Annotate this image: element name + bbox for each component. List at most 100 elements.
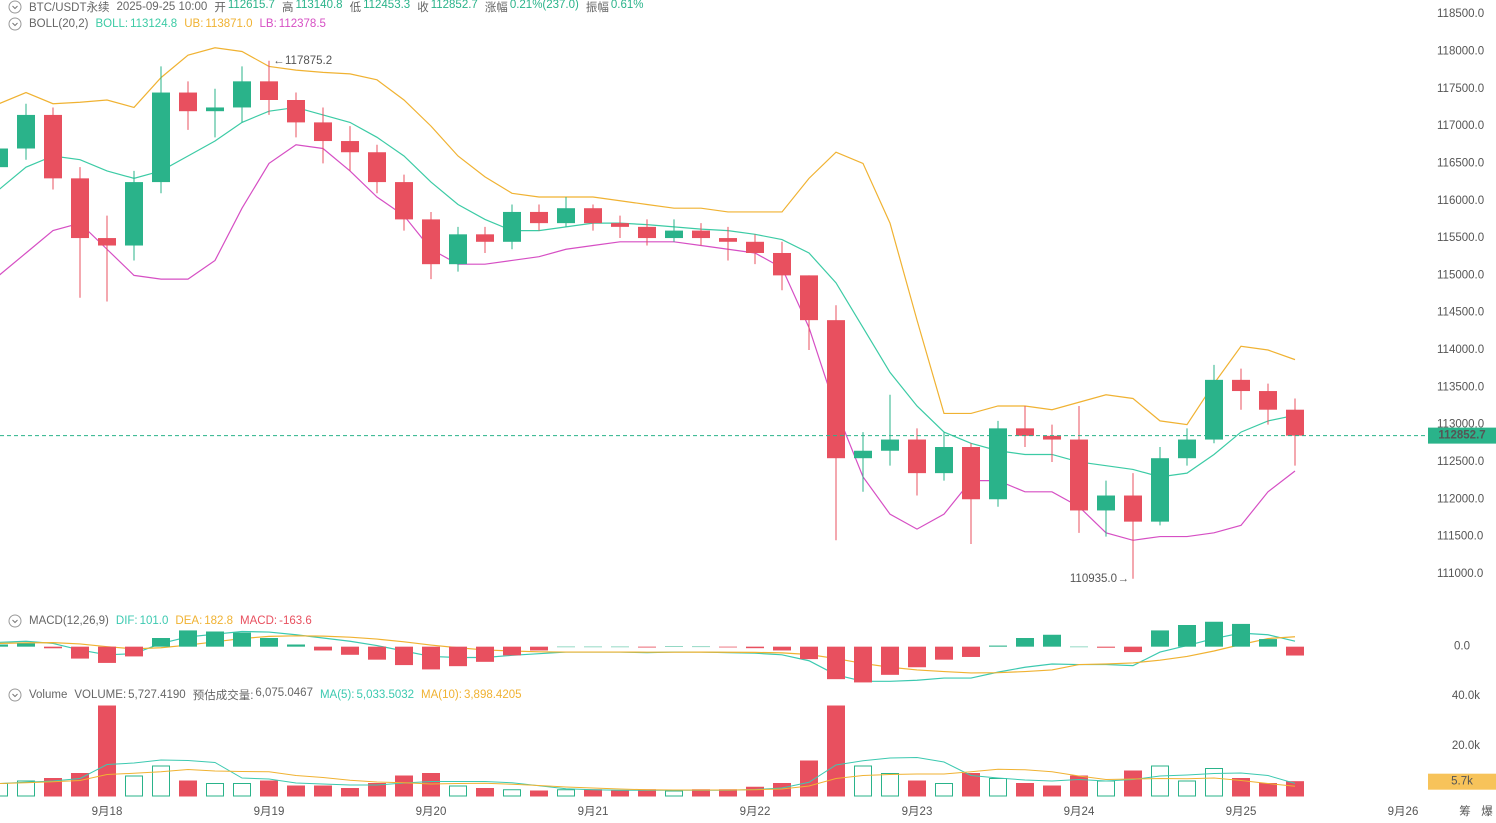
volume-bar bbox=[125, 775, 143, 797]
y-tick-label: 118000.0 bbox=[1437, 46, 1484, 58]
candle-body bbox=[557, 208, 575, 224]
macd-bar bbox=[1259, 639, 1277, 647]
macd-bar bbox=[935, 646, 953, 660]
pane-legend: BOLL(20,2) BOLL113124.8 UB113871.0 LB112378… bbox=[8, 17, 326, 31]
legend-key: MACD bbox=[240, 615, 277, 627]
volume-bar bbox=[17, 780, 35, 797]
macd-bar bbox=[341, 646, 359, 655]
y-tick-label: 118500.0 bbox=[1437, 8, 1484, 20]
field-label: 收 bbox=[417, 2, 429, 14]
y-tick-label: 0.0 bbox=[1454, 641, 1470, 653]
candle-body bbox=[1097, 495, 1115, 511]
macd-bar bbox=[1070, 646, 1088, 648]
y-tick-label: 113500.0 bbox=[1437, 381, 1484, 393]
macd-bar bbox=[44, 646, 62, 649]
macd-bar bbox=[773, 646, 791, 651]
volume-bar bbox=[1259, 783, 1277, 797]
macd-bar bbox=[962, 646, 980, 657]
candle-body bbox=[800, 275, 818, 321]
volume-bar bbox=[1043, 785, 1061, 797]
candle-body bbox=[530, 211, 548, 224]
candle-body bbox=[44, 114, 62, 179]
candle-body bbox=[908, 439, 926, 474]
legend-key: MA(5) bbox=[320, 689, 355, 701]
x-tick-label: 9月19 bbox=[254, 806, 285, 818]
macd-bar bbox=[71, 646, 89, 659]
pane-name: MACD(12,26,9) bbox=[29, 615, 109, 627]
volume-bar bbox=[773, 783, 791, 797]
volume-bar bbox=[260, 780, 278, 797]
candle-body bbox=[989, 428, 1007, 500]
volume-bar bbox=[395, 775, 413, 797]
x-tick-label: 9月24 bbox=[1064, 806, 1095, 818]
volume-bar bbox=[1178, 780, 1196, 797]
legend-item: DIF101.0 bbox=[116, 615, 169, 627]
candle-body bbox=[368, 152, 386, 183]
legend-key: BOLL bbox=[95, 18, 128, 30]
volume-bar bbox=[341, 788, 359, 797]
volume-bar bbox=[881, 773, 899, 797]
legend-key: UB bbox=[184, 18, 203, 30]
macd-bar bbox=[638, 646, 656, 648]
volume-bar bbox=[665, 790, 683, 797]
y-tick-label: 116500.0 bbox=[1437, 157, 1484, 169]
volume-bar bbox=[557, 789, 575, 797]
y-tick-label: 116000.0 bbox=[1437, 195, 1484, 207]
y-tick-label: 112500.0 bbox=[1437, 456, 1484, 468]
collapse-toggle[interactable] bbox=[8, 17, 22, 31]
collapse-toggle[interactable] bbox=[8, 614, 22, 628]
candle-body bbox=[179, 92, 197, 112]
candle-body bbox=[935, 447, 953, 474]
legend-item: 预估成交量6,075.0467 bbox=[193, 687, 313, 703]
macd-bar bbox=[1286, 646, 1304, 656]
macd-bar bbox=[503, 646, 521, 656]
y-tick-label: 117500.0 bbox=[1437, 83, 1484, 95]
candle-body bbox=[1070, 439, 1088, 511]
macd-bar bbox=[557, 646, 575, 648]
collapse-toggle[interactable] bbox=[8, 0, 22, 14]
header-field: 收 112852.7 bbox=[417, 0, 478, 15]
candle-body bbox=[233, 81, 251, 108]
field-value: 0.21%(237.0) bbox=[509, 0, 579, 11]
field-value: 112852.7 bbox=[430, 0, 478, 11]
header-row: BTC/USDT永续 2025-09-25 10:00 开 112615.7 高 1131… bbox=[8, 0, 643, 14]
volume-bar bbox=[1016, 783, 1034, 797]
toggle-ring bbox=[8, 614, 22, 628]
volume-bar bbox=[476, 788, 494, 797]
macd-bar bbox=[368, 646, 386, 660]
macd-bar bbox=[179, 630, 197, 647]
macd-bar bbox=[692, 646, 710, 648]
volume-bar bbox=[449, 785, 467, 797]
collapse-toggle[interactable] bbox=[8, 688, 22, 702]
volume-last-label: 5.7k bbox=[1451, 776, 1473, 788]
volume-bar bbox=[584, 789, 602, 797]
field-value: 113140.8 bbox=[295, 0, 343, 11]
x-tick-label: 9月21 bbox=[578, 806, 609, 818]
candle-body bbox=[17, 114, 35, 149]
macd-bar bbox=[1205, 621, 1223, 647]
legend-item: VOLUME5,727.4190 bbox=[74, 689, 185, 701]
toolbar-button[interactable]: 筹 bbox=[1459, 804, 1471, 818]
symbol: BTC/USDT永续 bbox=[29, 2, 110, 14]
legend-value: 113871.0 bbox=[205, 18, 253, 30]
legend-value: 101.0 bbox=[139, 615, 169, 627]
x-tick-label: 9月18 bbox=[92, 806, 123, 818]
macd-bar bbox=[989, 645, 1007, 647]
toolbar-button[interactable]: 爆 bbox=[1481, 804, 1493, 818]
legend-item: BOLL113124.8 bbox=[95, 18, 177, 30]
volume-bar bbox=[989, 778, 1007, 797]
legend-key: VOLUME bbox=[74, 689, 126, 701]
macd-bar bbox=[827, 646, 845, 680]
volume-bar bbox=[368, 783, 386, 797]
field-value: 0.61% bbox=[610, 0, 644, 11]
candle-body bbox=[611, 223, 629, 227]
header-field: 涨幅 0.21%(237.0) bbox=[485, 0, 579, 15]
legend-item: MACD-163.6 bbox=[240, 615, 312, 627]
macd-bar bbox=[800, 646, 818, 660]
legend-value: 5,033.5032 bbox=[356, 689, 415, 701]
y-tick-label: 114000.0 bbox=[1437, 344, 1484, 356]
field-label: 振幅 bbox=[585, 2, 609, 14]
x-tick-label: 9月23 bbox=[902, 806, 933, 818]
header-field: 高 113140.8 bbox=[282, 0, 343, 15]
